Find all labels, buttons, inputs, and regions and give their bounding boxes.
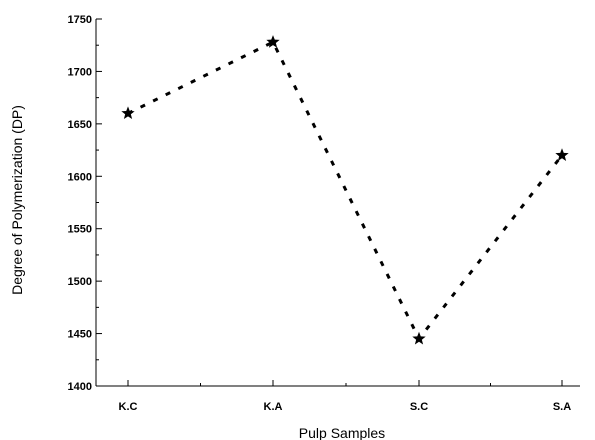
x-tick-label: K.A (264, 401, 283, 413)
y-axis-title: Degree of Polymerization (DP) (9, 105, 25, 295)
y-tick-label: 1400 (68, 381, 92, 393)
x-axis-title: Pulp Samples (299, 425, 385, 440)
x-tick-label: K.C (119, 401, 138, 413)
data-point-star (555, 148, 569, 161)
y-tick-label: 1500 (68, 276, 92, 288)
y-tick-label: 1750 (68, 14, 92, 26)
data-point-star (121, 106, 135, 120)
y-tick-label: 1450 (68, 329, 92, 341)
x-ticks: K.C K.A S.C S.A (119, 380, 571, 413)
axes (95, 19, 580, 387)
y-tick-label: 1700 (68, 66, 92, 78)
y-tick-label: 1550 (68, 224, 92, 236)
x-tick-label: S.C (410, 401, 428, 413)
series-line (127, 40, 564, 342)
x-tick-label: S.A (553, 401, 571, 413)
data-point-star (266, 35, 280, 48)
y-tick-label: 1650 (68, 119, 92, 131)
data-point-star (412, 331, 426, 345)
data-series (121, 35, 569, 345)
y-tick-label: 1600 (68, 171, 92, 183)
y-ticks: 1400 1450 1500 1550 1600 1650 1700 1750 (68, 14, 102, 393)
